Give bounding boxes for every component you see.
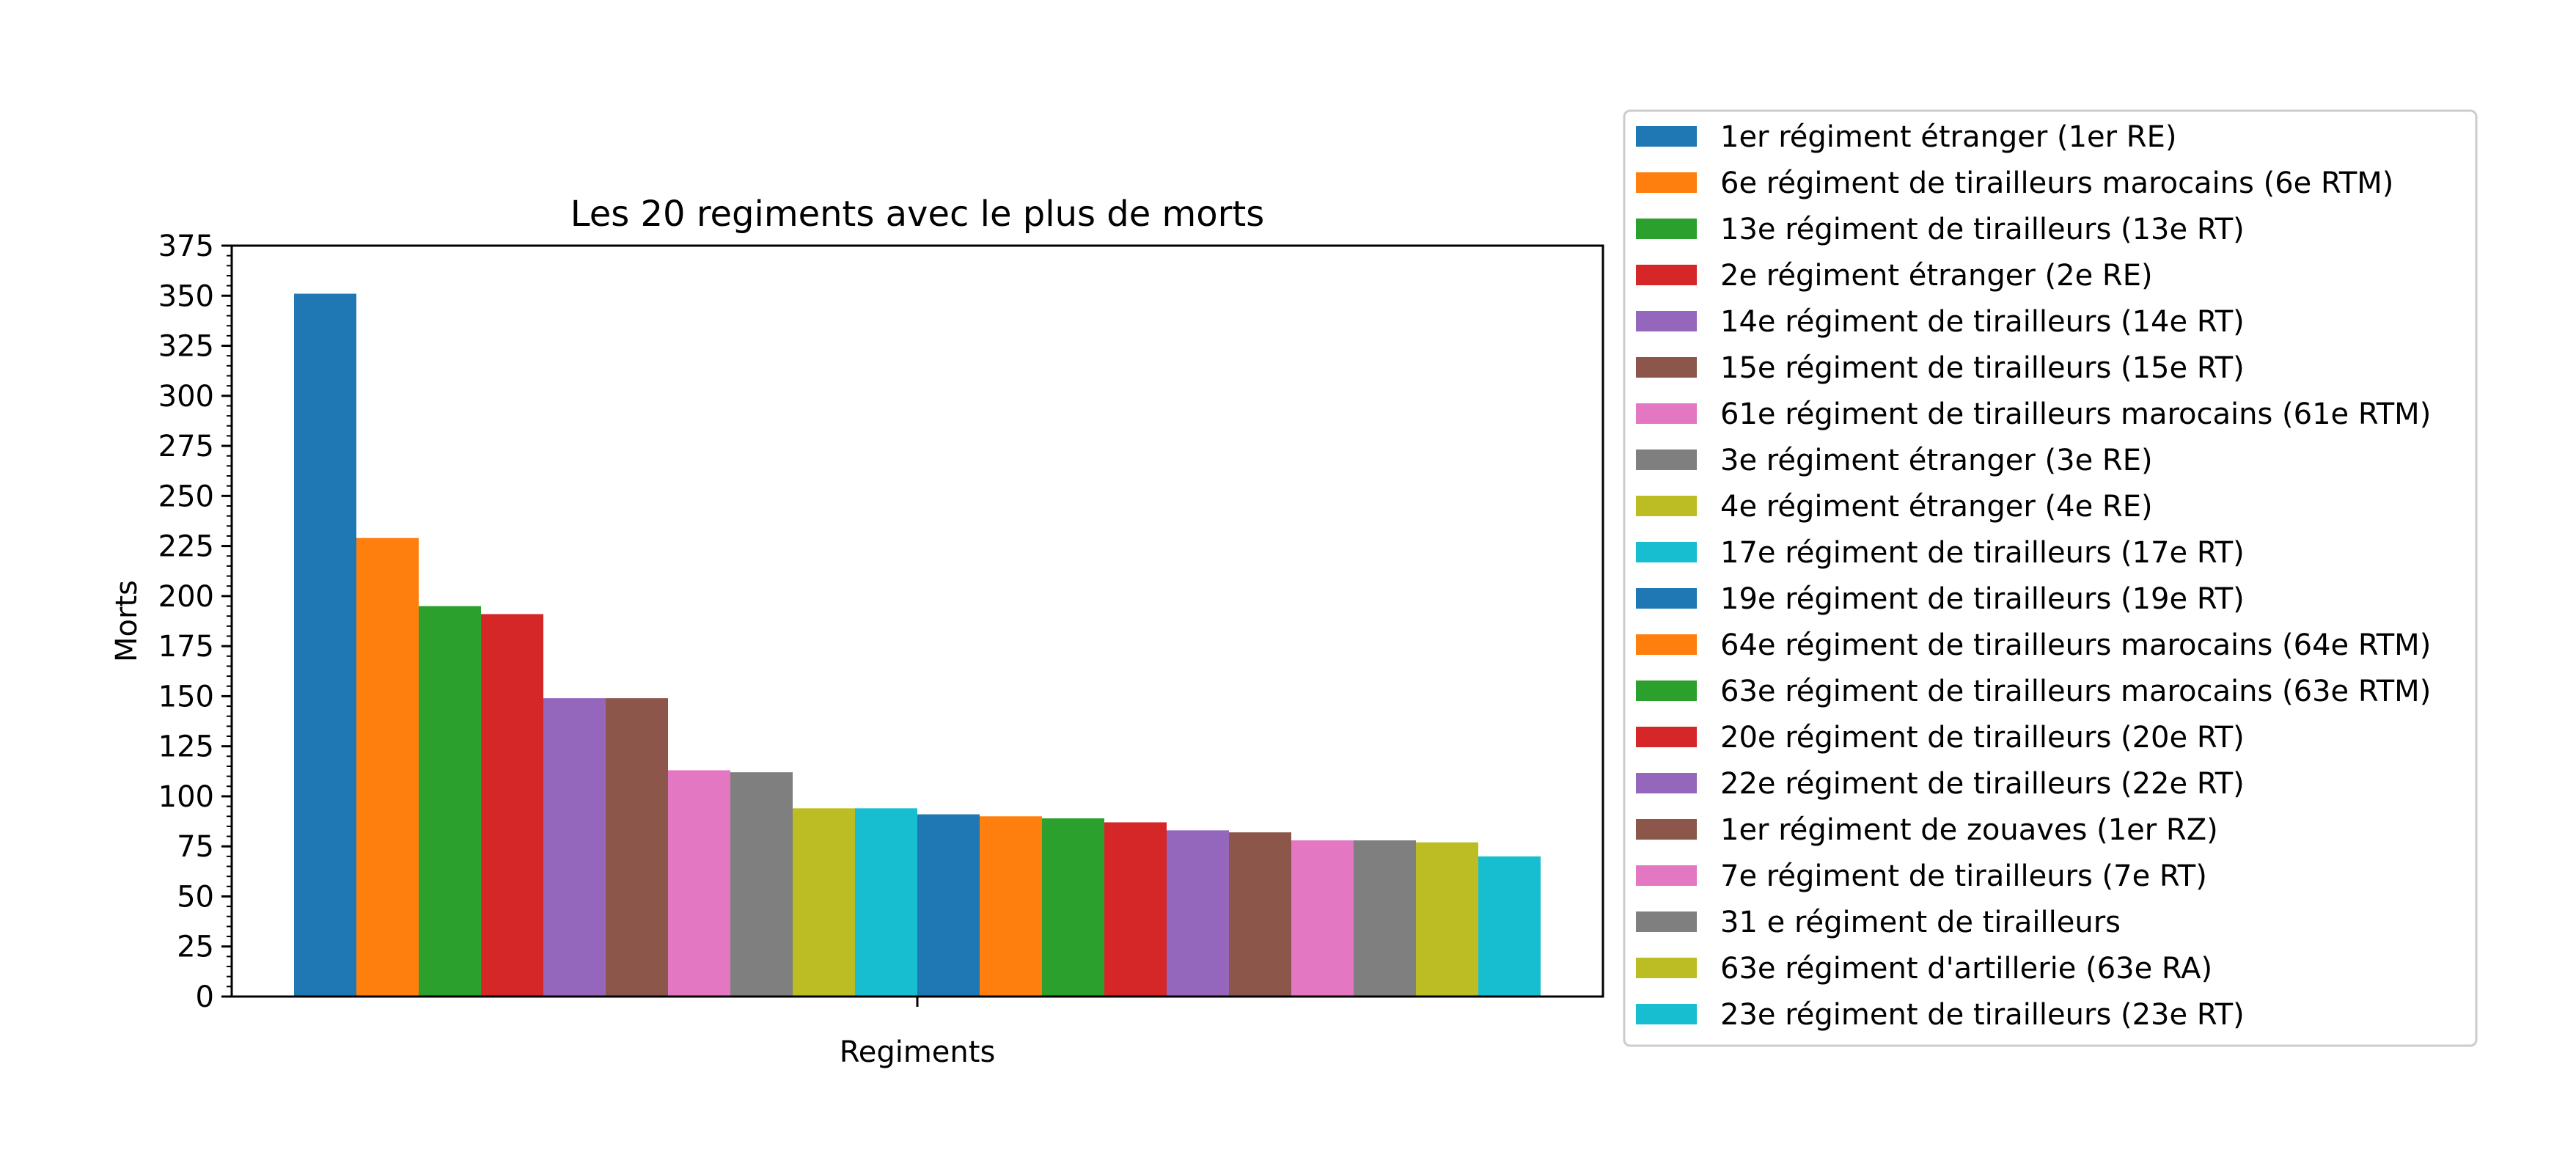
y-axis-tick-label: 275	[158, 430, 214, 463]
bar	[855, 808, 917, 997]
legend-swatch	[1636, 219, 1697, 239]
legend-entry-label: 31 e régiment de tirailleurs	[1720, 906, 2121, 939]
legend-entry-label: 20e régiment de tirailleurs (20e RT)	[1720, 721, 2245, 755]
legend-entry-label: 64e régiment de tirailleurs marocains (6…	[1720, 628, 2431, 662]
y-axis-tick-label: 150	[158, 680, 214, 713]
legend-swatch	[1636, 357, 1697, 378]
bar	[1291, 840, 1354, 997]
bar	[294, 293, 356, 997]
legend-swatch	[1636, 172, 1697, 193]
legend-swatch	[1636, 958, 1697, 978]
y-axis-tick-label: 375	[158, 230, 214, 263]
legend-swatch	[1636, 634, 1697, 655]
bar	[356, 538, 419, 997]
legend-entry-label: 3e régiment étranger (3e RE)	[1720, 444, 2153, 477]
legend-swatch	[1636, 496, 1697, 516]
legend-entry-label: 15e régiment de tirailleurs (15e RT)	[1720, 351, 2245, 385]
legend-entry-label: 7e régiment de tirailleurs (7e RT)	[1720, 859, 2207, 893]
chart-title: Les 20 regiments avec le plus de morts	[570, 194, 1264, 235]
legend-entry-label: 13e régiment de tirailleurs (13e RT)	[1720, 213, 2245, 246]
legend-swatch	[1636, 1004, 1697, 1024]
bar	[917, 814, 980, 997]
legend-swatch	[1636, 403, 1697, 424]
y-axis-tick-label: 125	[158, 730, 214, 764]
y-axis-tick-label: 325	[158, 330, 214, 364]
bar	[1354, 840, 1416, 997]
bar	[543, 698, 606, 997]
plot-frame	[230, 244, 1604, 998]
y-axis-tick-label: 225	[158, 530, 214, 564]
legend-swatch	[1636, 126, 1697, 147]
bar	[1104, 822, 1167, 997]
y-axis-tick-label: 0	[196, 980, 214, 1014]
legend-entry-label: 2e régiment étranger (2e RE)	[1720, 259, 2153, 293]
legend-swatch	[1636, 727, 1697, 747]
legend-frame	[1623, 109, 2478, 1047]
legend-entry-label: 4e régiment étranger (4e RE)	[1720, 490, 2153, 524]
legend-entry-label: 63e régiment de tirailleurs marocains (6…	[1720, 675, 2431, 708]
bar	[1416, 842, 1478, 997]
y-axis-tick-label: 350	[158, 279, 214, 313]
legend-swatch	[1636, 819, 1697, 840]
legend-entry-label: 17e régiment de tirailleurs (17e RT)	[1720, 536, 2245, 570]
legend-swatch	[1636, 773, 1697, 793]
legend-entry-label: 6e régiment de tirailleurs marocains (6e…	[1720, 166, 2393, 200]
y-axis-tick-label: 75	[177, 830, 214, 864]
bar	[606, 698, 668, 997]
y-axis-tick-label: 50	[177, 880, 214, 914]
x-axis-label: Regiments	[840, 1035, 996, 1069]
legend-entry-label: 14e régiment de tirailleurs (14e RT)	[1720, 305, 2245, 339]
legend-entry-label: 61e régiment de tirailleurs marocains (6…	[1720, 397, 2431, 431]
legend-swatch	[1636, 265, 1697, 285]
legend-items: 1er régiment étranger (1er RE) 6e régimen…	[1636, 120, 2431, 1032]
legend: 1er régiment étranger (1er RE) 6e régimen…	[1623, 109, 2478, 1047]
bar	[419, 606, 481, 997]
y-axis-tick-label: 300	[158, 380, 214, 414]
bar	[1478, 856, 1541, 997]
legend-swatch	[1636, 911, 1697, 932]
legend-swatch	[1636, 542, 1697, 562]
y-axis-tick-label: 100	[158, 780, 214, 814]
bar	[1167, 830, 1229, 997]
y-axis-label: Morts	[110, 580, 144, 662]
y-axis-tick-label: 25	[177, 931, 214, 964]
legend-swatch	[1636, 680, 1697, 701]
legend-entry-label: 22e régiment de tirailleurs (22e RT)	[1720, 767, 2245, 801]
bar	[730, 772, 793, 997]
legend-swatch	[1636, 450, 1697, 470]
y-axis-tick-label: 250	[158, 480, 214, 513]
legend-swatch	[1636, 588, 1697, 609]
bars-group	[294, 293, 1541, 997]
legend-entry-label: 1er régiment de zouaves (1er RZ)	[1720, 813, 2218, 847]
y-axis-tick-label: 200	[158, 580, 214, 614]
bar	[1229, 832, 1291, 997]
bar	[980, 816, 1042, 997]
y-axis-tick-label: 175	[158, 630, 214, 664]
legend-swatch	[1636, 865, 1697, 886]
bar	[793, 808, 855, 997]
legend-entry-label: 1er régiment étranger (1er RE)	[1720, 120, 2176, 154]
legend-swatch	[1636, 311, 1697, 331]
bar	[1042, 818, 1104, 997]
legend-entry-label: 19e régiment de tirailleurs (19e RT)	[1720, 582, 2245, 616]
legend-entry-label: 23e régiment de tirailleurs (23e RT)	[1720, 998, 2245, 1032]
legend-entry-label: 63e régiment d'artillerie (63e RA)	[1720, 952, 2212, 986]
bar	[668, 770, 730, 997]
bar	[481, 614, 543, 997]
